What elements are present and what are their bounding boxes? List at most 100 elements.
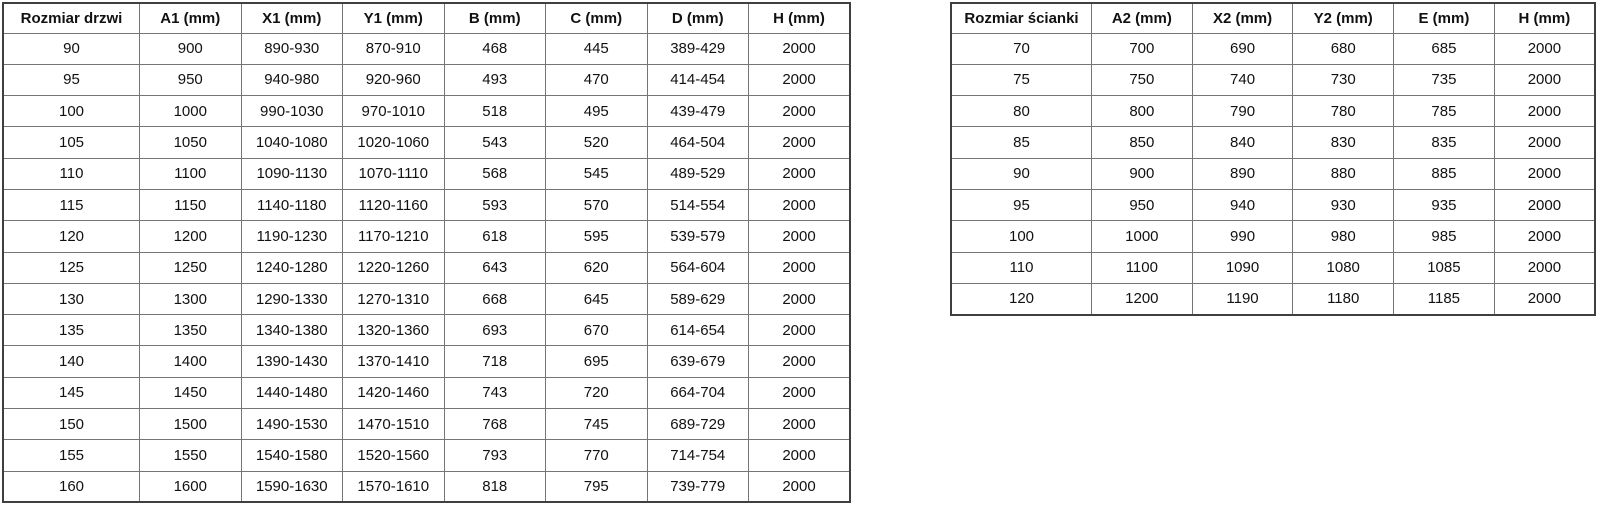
column-header: X2 (mm) [1191, 2, 1294, 34]
table-cell: 545 [545, 157, 648, 190]
table-cell: 950 [1091, 188, 1193, 222]
table-cell: 1320-1360 [342, 314, 445, 347]
table-cell: 818 [443, 470, 546, 503]
table-cell: 468 [443, 32, 546, 65]
column-header: Y2 (mm) [1292, 2, 1395, 34]
table-cell: 1070-1110 [342, 157, 445, 190]
table-cell: 1400 [139, 345, 242, 378]
table-cell: 1240-1280 [240, 251, 343, 284]
table-cell: 940 [1191, 188, 1294, 222]
table-row: 105 1050 1040-1080 1020-1060 543 520 464-504 20… [2, 126, 851, 159]
table-cell: 1080 [1292, 251, 1395, 284]
table-cell: 720 [545, 376, 648, 410]
table-cell: 1540-1580 [240, 439, 343, 472]
table-cell: 2000 [748, 188, 851, 222]
table-cell: 830 [1292, 126, 1395, 159]
table-row: 95 950 940 930 935 2000 [950, 188, 1596, 222]
table-cell: 125 [2, 251, 140, 284]
table-cell: 539-579 [646, 220, 749, 253]
table-cell: 2000 [1493, 157, 1596, 190]
table-cell: 75 [950, 63, 1092, 97]
table-cell: 2000 [748, 32, 851, 65]
table-cell: 1470-1510 [342, 408, 445, 441]
column-header: A1 (mm) [139, 2, 242, 34]
table-cell: 1180 [1292, 282, 1395, 316]
table-cell: 670 [545, 314, 648, 347]
table-cell: 2000 [1493, 251, 1596, 284]
table-row: 90 900 890-930 870-910 468 445 389-429 2000 [2, 32, 851, 65]
table-row: 110 1100 1090 1080 1085 2000 [950, 251, 1596, 284]
table-cell: 639-679 [646, 345, 749, 378]
table-cell: 389-429 [646, 32, 749, 65]
column-header: Rozmiar ścianki [950, 2, 1092, 34]
table-cell: 668 [443, 282, 546, 316]
table-cell: 880 [1292, 157, 1395, 190]
table-cell: 985 [1393, 220, 1495, 253]
column-header: C (mm) [545, 2, 648, 34]
table-cell: 150 [2, 408, 140, 441]
table-row: 150 1500 1490-1530 1470-1510 768 745 689-729 20… [2, 408, 851, 441]
table-cell: 2000 [1493, 95, 1596, 128]
table-cell: 2000 [1493, 126, 1596, 159]
table-cell: 900 [1091, 157, 1193, 190]
table-cell: 2000 [1493, 188, 1596, 222]
table-cell: 1500 [139, 408, 242, 441]
table-cell: 495 [545, 95, 648, 128]
table-cell: 614-654 [646, 314, 749, 347]
table-cell: 840 [1191, 126, 1294, 159]
table-cell: 1100 [1091, 251, 1193, 284]
table-cell: 714-754 [646, 439, 749, 472]
table-cell: 90 [950, 157, 1092, 190]
table-cell: 1090-1130 [240, 157, 343, 190]
table-cell: 735 [1393, 63, 1495, 97]
table-cell: 718 [443, 345, 546, 378]
table-cell: 1000 [139, 95, 242, 128]
table-cell: 693 [443, 314, 546, 347]
table-cell: 695 [545, 345, 648, 378]
table-cell: 645 [545, 282, 648, 316]
table-cell: 2000 [1493, 32, 1596, 65]
table-cell: 890-930 [240, 32, 343, 65]
table-cell: 464-504 [646, 126, 749, 159]
table-cell: 70 [950, 32, 1092, 65]
table-cell: 160 [2, 470, 140, 503]
header-row: Rozmiar drzwi A1 (mm) X1 (mm) Y1 (mm) B (mm)… [2, 2, 851, 34]
door-size-table: Rozmiar drzwi A1 (mm) X1 (mm) Y1 (mm) B (mm)… [2, 2, 851, 504]
table-cell: 750 [1091, 63, 1193, 97]
table-cell: 890 [1191, 157, 1294, 190]
table-cell: 85 [950, 126, 1092, 159]
table-cell: 90 [2, 32, 140, 65]
table-cell: 1185 [1393, 282, 1495, 316]
table-cell: 2000 [748, 345, 851, 378]
table-row: 145 1450 1440-1480 1420-1460 743 720 664-704 20… [2, 376, 851, 410]
table-cell: 570 [545, 188, 648, 222]
table-row: 70 700 690 680 685 2000 [950, 32, 1596, 65]
table-cell: 770 [545, 439, 648, 472]
table-cell: 1520-1560 [342, 439, 445, 472]
table-cell: 2000 [748, 251, 851, 284]
table-cell: 1140-1180 [240, 188, 343, 222]
table-cell: 920-960 [342, 63, 445, 97]
table-cell: 1020-1060 [342, 126, 445, 159]
table-cell: 2000 [748, 282, 851, 316]
table-cell: 1420-1460 [342, 376, 445, 410]
table-cell: 2000 [748, 439, 851, 472]
table-cell: 1450 [139, 376, 242, 410]
table-cell: 1600 [139, 470, 242, 503]
table-cell: 1100 [139, 157, 242, 190]
table-cell: 1290-1330 [240, 282, 343, 316]
table-cell: 785 [1393, 95, 1495, 128]
table-row: 95 950 940-980 920-960 493 470 414-454 2000 [2, 63, 851, 97]
table-row: 135 1350 1340-1380 1320-1360 693 670 614-654 20… [2, 314, 851, 347]
table-row: 125 1250 1240-1280 1220-1260 643 620 564-604 20… [2, 251, 851, 284]
table-cell: 1390-1430 [240, 345, 343, 378]
table-cell: 95 [2, 63, 140, 97]
table-row: 100 1000 990-1030 970-1010 518 495 439-479 2000 [2, 95, 851, 128]
table-cell: 105 [2, 126, 140, 159]
table-cell: 790 [1191, 95, 1294, 128]
table-cell: 680 [1292, 32, 1395, 65]
table-cell: 1340-1380 [240, 314, 343, 347]
table-cell: 1190 [1191, 282, 1294, 316]
column-header: E (mm) [1393, 2, 1495, 34]
table-cell: 445 [545, 32, 648, 65]
